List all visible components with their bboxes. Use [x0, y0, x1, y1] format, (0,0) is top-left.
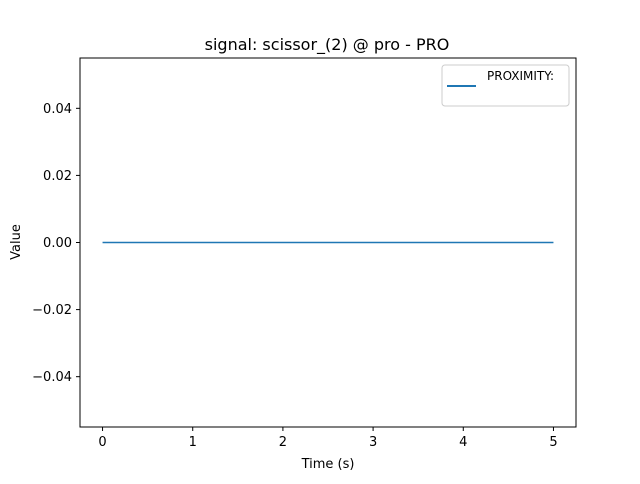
x-tick-label: 0 [98, 435, 106, 450]
y-tick-label: −0.02 [32, 303, 72, 318]
x-tick-label: 2 [279, 435, 287, 450]
x-tick-label: 4 [459, 435, 467, 450]
y-tick-label: −0.04 [32, 370, 72, 385]
chart-title: signal: scissor_(2) @ pro - PRO [205, 35, 450, 55]
x-axis-label: Time (s) [301, 457, 355, 472]
y-tick-label: 0.04 [43, 102, 72, 117]
legend-box [441, 64, 570, 107]
x-tick-label: 1 [189, 435, 197, 450]
legend-label-proximity: PROXIMITY: [487, 69, 554, 83]
x-axis: 0 1 2 3 4 5 [98, 427, 558, 450]
x-tick-label: 5 [549, 435, 557, 450]
y-axis: −0.04 −0.02 0.00 0.02 0.04 [32, 102, 80, 385]
y-tick-label: 0.00 [43, 236, 72, 251]
y-tick-label: 0.02 [43, 169, 72, 184]
x-tick-label: 3 [369, 435, 377, 450]
y-axis-label: Value [9, 224, 24, 260]
legend: PROXIMITY: [441, 64, 570, 107]
